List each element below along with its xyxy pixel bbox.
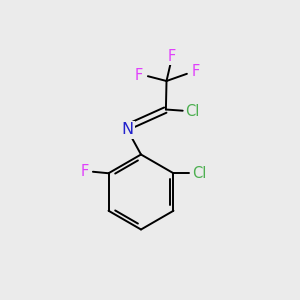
Text: F: F	[135, 68, 143, 83]
Text: Cl: Cl	[185, 104, 200, 119]
Text: F: F	[192, 64, 200, 79]
Text: Cl: Cl	[192, 166, 206, 181]
Text: F: F	[81, 164, 89, 179]
Text: F: F	[168, 49, 176, 64]
Text: N: N	[122, 122, 134, 137]
